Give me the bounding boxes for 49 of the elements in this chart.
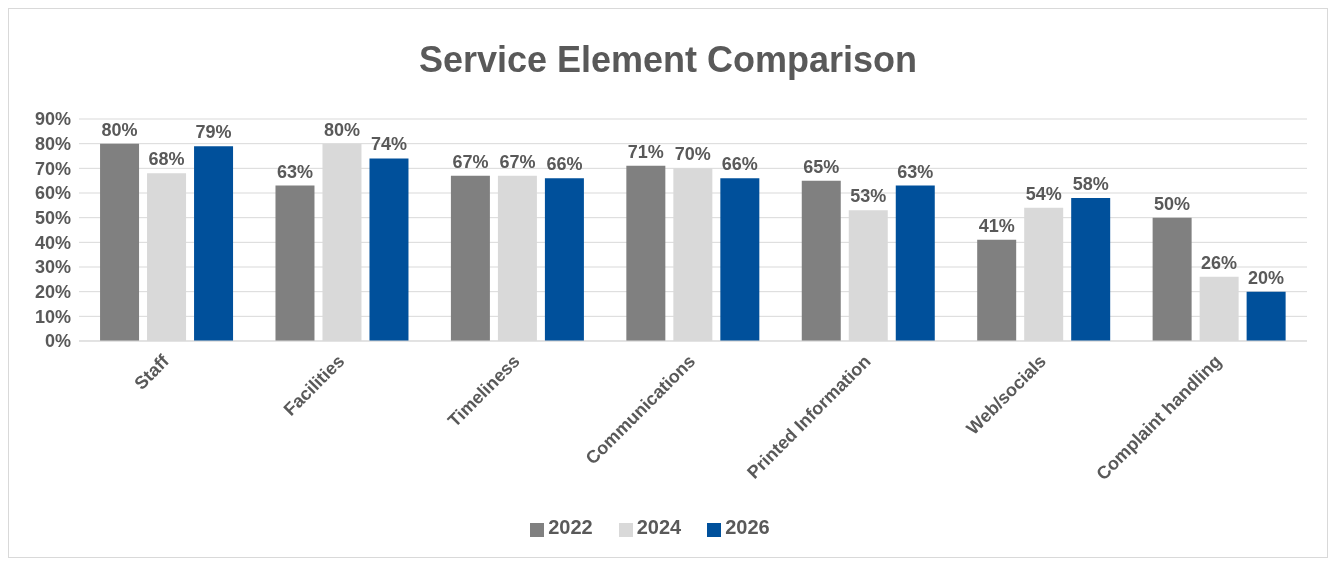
bar [544, 178, 584, 341]
bar [977, 239, 1017, 341]
data-label: 68% [148, 149, 185, 170]
chart-title: Service Element Comparison [417, 39, 919, 82]
data-label: 70% [674, 144, 711, 165]
bar [450, 175, 490, 341]
bar [100, 143, 140, 341]
data-label: 63% [897, 161, 934, 182]
y-tick-label: 10% [34, 306, 71, 327]
bar [1246, 291, 1286, 341]
bar [275, 185, 315, 341]
data-label: 79% [195, 122, 232, 143]
data-label: 74% [370, 134, 407, 155]
bar [369, 158, 409, 341]
data-label: 50% [1154, 193, 1191, 214]
data-label: 71% [627, 141, 664, 162]
y-tick-label: 30% [34, 257, 71, 278]
bar [801, 180, 841, 341]
legend-label: 2024 [636, 516, 682, 538]
data-label: 53% [850, 186, 887, 207]
data-label: 66% [721, 154, 758, 175]
data-label: 54% [1025, 183, 1062, 204]
data-label: 41% [978, 215, 1015, 236]
data-label: 65% [803, 156, 840, 177]
data-label: 67% [452, 151, 489, 172]
y-tick-label: 20% [34, 282, 71, 303]
bar [194, 146, 234, 341]
data-label: 58% [1072, 173, 1109, 194]
bar [720, 178, 760, 341]
bar [1152, 217, 1192, 341]
legend-label: 2026 [725, 516, 770, 538]
y-tick-label: 50% [34, 208, 71, 229]
y-tick-label: 90% [34, 109, 71, 130]
data-label: 67% [499, 151, 536, 172]
y-tick-label: 60% [34, 183, 71, 204]
data-label: 80% [323, 119, 360, 140]
data-label: 80% [101, 119, 138, 140]
bar [1071, 197, 1111, 341]
bar [626, 165, 666, 341]
y-tick-label: 80% [34, 134, 71, 155]
data-label: 66% [546, 154, 583, 175]
data-label: 26% [1201, 252, 1238, 273]
legend-label: 2022 [548, 516, 593, 538]
y-tick-label: 70% [34, 158, 71, 179]
data-label: 20% [1248, 267, 1285, 288]
y-tick-label: 0% [44, 331, 71, 352]
data-label: 63% [276, 161, 313, 182]
bar [895, 185, 935, 341]
y-tick-label: 40% [34, 232, 71, 253]
